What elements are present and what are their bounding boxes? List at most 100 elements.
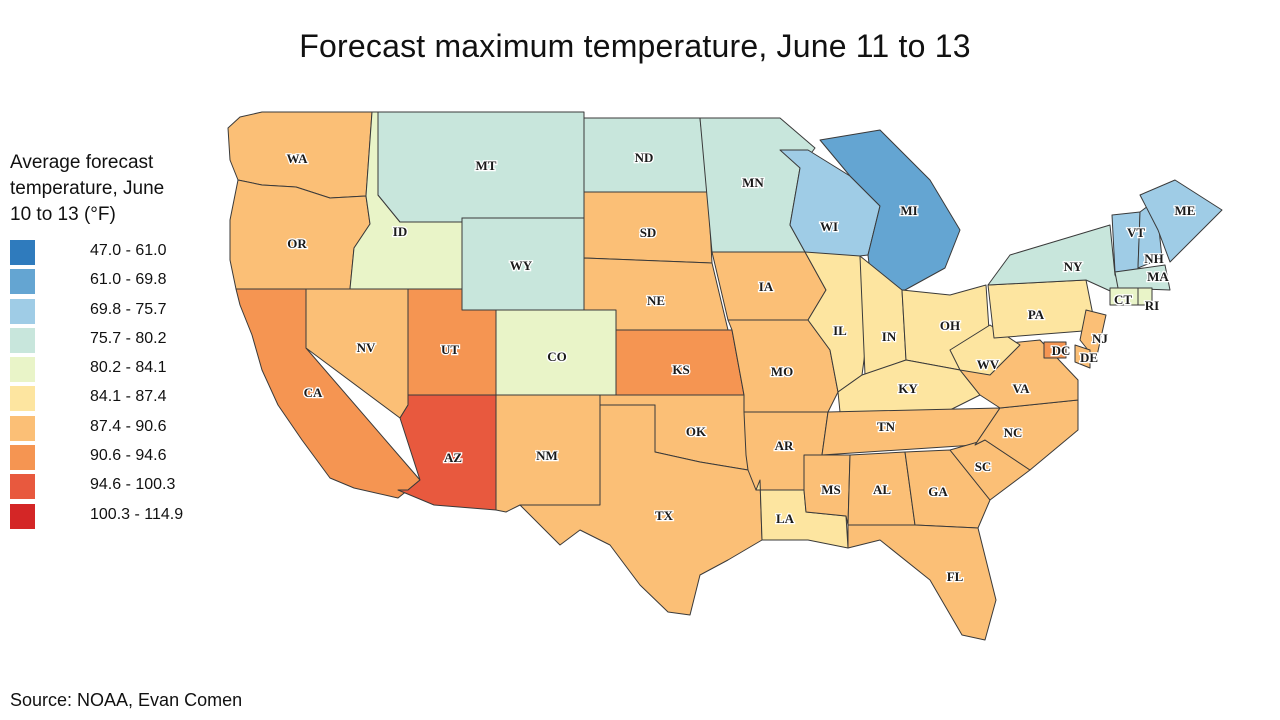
legend-range-label: 87.4 - 90.6 — [90, 417, 167, 435]
legend-range-label: 80.2 - 84.1 — [90, 359, 167, 377]
state-me — [1139, 179, 1223, 263]
state-label-nc: NC — [1004, 425, 1023, 440]
state-ga — [904, 449, 991, 529]
state-label-wv: WV — [977, 357, 1000, 372]
state-label-nd: ND — [635, 150, 654, 165]
state-label-sc: SC — [975, 459, 992, 474]
legend-item: 100.3 - 114.9 — [10, 502, 220, 531]
state-label-ut: UT — [441, 342, 459, 357]
state-label-ma: MA — [1147, 269, 1169, 284]
state-label-az: AZ — [444, 450, 462, 465]
legend-range-label: 90.6 - 94.6 — [90, 447, 167, 465]
source-note: Source: NOAA, Evan Comen — [10, 690, 243, 710]
legend-swatch — [10, 298, 35, 324]
state-label-ms: MS — [821, 482, 841, 497]
legend-items: 47.0 - 61.0 61.0 - 69.8 69.8 - 75.7 75.7 - … — [10, 238, 220, 531]
state-label-wa: WA — [287, 151, 309, 166]
state-labels: WA OR CA NV ID MT WY UT AZ CO NM ND SD NE KS OK TX MN IA MO… — [285, 149, 1197, 586]
state-label-nj: NJ — [1092, 331, 1108, 346]
legend-swatch — [10, 357, 35, 383]
state-label-ar: AR — [775, 438, 794, 453]
state-label-nv: NV — [357, 340, 376, 355]
state-label-tx: TX — [655, 508, 674, 523]
state-label-pa: PA — [1028, 307, 1045, 322]
chart-title: Forecast maximum temperature, June 11 to… — [299, 28, 971, 64]
state-label-de: DE — [1080, 350, 1098, 365]
legend-title-line-2: temperature, June — [10, 178, 165, 199]
state-label-nm: NM — [536, 448, 558, 463]
legend-range-label: 69.8 - 75.7 — [90, 300, 167, 318]
legend-range-label: 75.7 - 80.2 — [90, 329, 167, 347]
state-fl — [847, 524, 997, 641]
state-label-sd: SD — [640, 225, 657, 240]
state-nj — [1079, 309, 1107, 361]
state-label-al: AL — [873, 482, 891, 497]
legend-range-label: 94.6 - 100.3 — [90, 476, 176, 494]
legend-swatch — [10, 269, 35, 295]
legend-range-label: 84.1 - 87.4 — [90, 388, 167, 406]
state-label-id: ID — [393, 224, 407, 239]
state-label-nh: NH — [1144, 251, 1164, 266]
legend-item: 84.1 - 87.4 — [10, 384, 220, 413]
state-label-in: IN — [882, 329, 897, 344]
state-ma — [1114, 264, 1171, 291]
state-label-ky: KY — [898, 381, 918, 396]
state-label-ne: NE — [647, 293, 665, 308]
legend-range-label: 47.0 - 61.0 — [90, 242, 167, 259]
state-shapes — [227, 111, 1223, 641]
state-label-wi: WI — [820, 219, 838, 234]
state-label-ny: NY — [1064, 259, 1083, 274]
state-label-ri: RI — [1145, 298, 1159, 313]
state-label-co: CO — [547, 349, 567, 364]
legend-swatch — [10, 445, 35, 471]
state-vt — [1111, 211, 1141, 273]
state-ca — [235, 288, 421, 499]
state-label-fl: FL — [947, 569, 964, 584]
legend-item: 80.2 - 84.1 — [10, 355, 220, 384]
state-label-oh: OH — [940, 318, 960, 333]
legend-item: 94.6 - 100.3 — [10, 472, 220, 501]
state-label-va: VA — [1012, 381, 1030, 396]
legend-swatch — [10, 503, 35, 529]
state-label-ga: GA — [928, 484, 948, 499]
state-label-ct: CT — [1114, 292, 1132, 307]
state-tx — [519, 404, 763, 616]
state-label-or: OR — [287, 236, 307, 251]
state-label-ca: CA — [304, 385, 323, 400]
state-label-ks: KS — [672, 362, 689, 377]
state-label-il: IL — [833, 323, 847, 338]
legend-item: 69.8 - 75.7 — [10, 297, 220, 326]
legend-title-line-3: 10 to 13 (°F) — [10, 204, 116, 225]
legend-range-label: 61.0 - 69.8 — [90, 271, 167, 289]
legend-item: 87.4 - 90.6 — [10, 414, 220, 443]
legend-item: 47.0 - 61.0 — [10, 238, 220, 267]
state-label-tn: TN — [877, 419, 896, 434]
state-ky — [837, 359, 981, 413]
legend-item: 75.7 - 80.2 — [10, 326, 220, 355]
legend-swatch — [10, 240, 35, 265]
legend-item: 61.0 - 69.8 — [10, 267, 220, 296]
state-label-me: ME — [1175, 203, 1196, 218]
legend-swatch — [10, 327, 35, 353]
legend-range-label: 100.3 - 114.9 — [90, 505, 184, 523]
state-dc — [1043, 341, 1067, 359]
state-ri — [1137, 287, 1153, 306]
state-label-dc: DC — [1052, 343, 1071, 358]
legend-item: 90.6 - 94.6 — [10, 443, 220, 472]
state-label-vt: VT — [1127, 225, 1145, 240]
legend: Average forecast temperature, June 10 to… — [10, 150, 220, 531]
state-label-mo: MO — [771, 364, 793, 379]
legend-title: Average forecast temperature, June 10 to… — [10, 150, 220, 228]
state-label-wy: WY — [510, 258, 533, 273]
state-label-ia: IA — [759, 279, 774, 294]
legend-swatch — [10, 415, 35, 441]
state-label-mi: MI — [900, 203, 917, 218]
state-label-ok: OK — [686, 424, 707, 439]
state-label-la: LA — [776, 511, 795, 526]
legend-swatch — [10, 386, 35, 412]
legend-swatch — [10, 474, 35, 500]
state-label-mt: MT — [476, 158, 497, 173]
state-de — [1074, 344, 1091, 369]
legend-title-line-1: Average forecast — [10, 152, 154, 173]
